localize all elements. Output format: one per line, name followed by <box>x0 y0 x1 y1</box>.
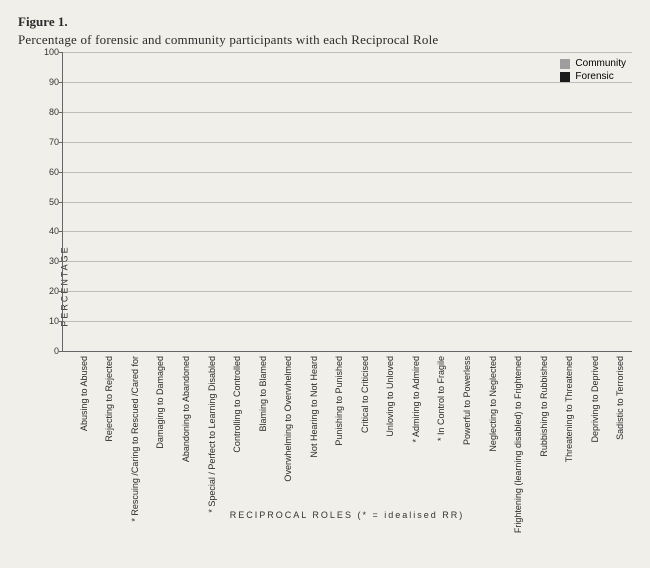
gridline <box>63 291 632 292</box>
y-tick-label: 40 <box>39 226 59 236</box>
gridline <box>63 261 632 262</box>
x-label-text: * Special / Perfect to Learning Disabled <box>207 356 217 513</box>
x-label-text: Threatening to Threatened <box>564 356 574 462</box>
gridline <box>63 82 632 83</box>
x-label-text: Abusing to Abused <box>79 356 89 431</box>
x-label-text: Blaming to Blamed <box>258 356 268 432</box>
y-tick-label: 50 <box>39 197 59 207</box>
y-tick-mark <box>59 112 63 113</box>
y-tick-mark <box>59 321 63 322</box>
y-tick-label: 60 <box>39 167 59 177</box>
bar-chart: PERCENTAGE Community Forensic 0102030405… <box>46 52 632 520</box>
y-tick-mark <box>59 172 63 173</box>
x-label-text: Sadistic to Terrorised <box>615 356 625 440</box>
x-label-text: Damaging to Damaged <box>155 356 165 449</box>
x-label-text: Punishing to Punished <box>334 356 344 446</box>
gridline <box>63 52 632 53</box>
x-label-text: Not Hearing to Not Heard <box>309 356 319 458</box>
gridline <box>63 112 632 113</box>
figure-container: Figure 1. Percentage of forensic and com… <box>0 0 650 526</box>
y-tick-mark <box>59 291 63 292</box>
y-tick-mark <box>59 351 63 352</box>
x-label-text: * Admiring to Admired <box>411 356 421 443</box>
x-label-text: Depriving to Deprived <box>590 356 600 443</box>
x-label-text: Overwhelming to Overwhelmed <box>283 356 293 482</box>
y-tick-mark <box>59 202 63 203</box>
x-label-text: Unloving to Unloved <box>385 356 395 437</box>
y-tick-mark <box>59 231 63 232</box>
y-tick-label: 20 <box>39 286 59 296</box>
y-tick-mark <box>59 82 63 83</box>
gridline <box>63 142 632 143</box>
figure-label: Figure 1. <box>18 14 632 30</box>
y-tick-mark <box>59 52 63 53</box>
y-tick-label: 70 <box>39 137 59 147</box>
x-label-text: Powerful to Powerless <box>462 356 472 445</box>
y-tick-label: 10 <box>39 316 59 326</box>
x-label-text: Rejecting to Rejected <box>104 356 114 442</box>
x-label-text: Controlling to Controlled <box>232 356 242 453</box>
x-label-text: Neglecting to Neglected <box>488 356 498 452</box>
gridline <box>63 321 632 322</box>
x-label-text: Rubbishing to Rubbished <box>539 356 549 457</box>
x-label-text: * Rescuing /Caring to Rescued /Cared for <box>130 356 140 522</box>
y-tick-mark <box>59 142 63 143</box>
gridline <box>63 202 632 203</box>
y-tick-label: 0 <box>39 346 59 356</box>
plot-area: 0102030405060708090100 <box>62 52 632 352</box>
x-label-text: Critical to Criticised <box>360 356 370 433</box>
x-label-text: * In Control to Fragile <box>436 356 446 441</box>
x-label-text: Frightening (learning disabled) to Frigh… <box>513 356 523 533</box>
y-tick-mark <box>59 261 63 262</box>
gridline <box>63 231 632 232</box>
x-label-text: Abandoning to Abandoned <box>181 356 191 462</box>
y-tick-label: 80 <box>39 107 59 117</box>
gridline <box>63 172 632 173</box>
x-axis-title: RECIPROCAL ROLES (* = idealised RR) <box>62 510 632 520</box>
y-tick-label: 90 <box>39 77 59 87</box>
y-tick-label: 30 <box>39 256 59 266</box>
figure-title: Percentage of forensic and community par… <box>18 32 632 48</box>
y-tick-label: 100 <box>39 47 59 57</box>
